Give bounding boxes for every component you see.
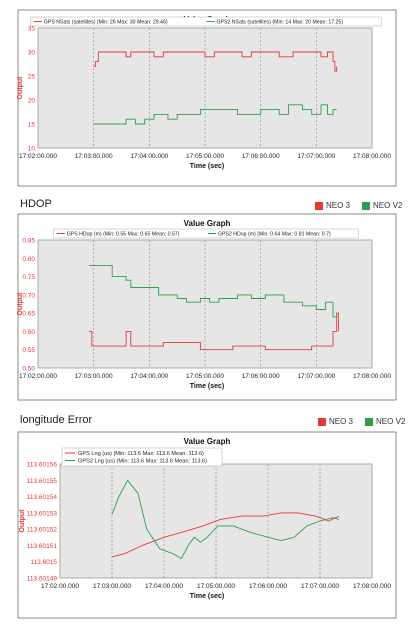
section-title-longitude: longitude Error (20, 414, 93, 426)
series-line (111, 512, 340, 558)
y-tick-label: 113.6015 (30, 559, 57, 566)
series-line (111, 479, 340, 560)
x-tick-label: 17:04:00.000 (130, 373, 168, 380)
legend-label-neov2: NEO V2 (376, 417, 406, 426)
legend-longitude: NEO 3 NEO V2 (318, 417, 405, 426)
series-line (93, 104, 337, 125)
chart-hdop: Value Graph 17:02:00.000 17:03:00.000 17:04… (17, 213, 397, 401)
y-tick-label: 0.65 (22, 311, 35, 318)
y-tick-label: 30 (28, 50, 36, 57)
legend-entry: GPS NSats (satellites) (Min: 26 Max: 30 … (44, 20, 168, 26)
section-hdop: Value Graph 17:02:00.000 17:03:00.000 17:04… (0, 210, 416, 402)
legend-entry: GPS2 HDop (m) (Min: 0.64 Max: 0.81 Mean:… (218, 232, 331, 238)
y-tick-label: 0.75 (22, 274, 35, 281)
legend-box (53, 228, 359, 239)
x-tick-label: 17:05:00.000 (186, 153, 224, 160)
y-tick-label: 0.50 (22, 366, 35, 373)
x-tick-label: 17:03:00.000 (75, 153, 113, 160)
x-tick-label: 17:06:00.000 (249, 583, 287, 590)
chart-title: Value Graph (184, 219, 231, 228)
y-tick-label: 15 (28, 122, 36, 129)
x-axis-label: Time (sec) (190, 163, 225, 170)
y-axis-label: Output (19, 509, 26, 533)
section-title-hdop: HDOP (20, 198, 52, 210)
chart-nsats: Value Graph17:02:00.00017:03:00.00017:04… (17, 9, 397, 187)
x-tick-label: 17:02:00.000 (19, 373, 57, 380)
y-tick-label: 113.60156 (27, 462, 58, 469)
chart-longitude: Value Graph 17:02:00.000 17:03:00.000 17:04… (17, 431, 397, 619)
y-tick-label: 0.60 (22, 329, 35, 336)
x-tick-label: 17:07:00.000 (301, 583, 339, 590)
legend-swatch-neo3 (315, 201, 323, 210)
x-tick-label: 17:07:00.000 (297, 373, 335, 380)
x-axis-label: Time (sec) (190, 593, 225, 600)
x-tick-label: 17:07:00.000 (297, 153, 335, 160)
x-axis-label: Time (sec) (190, 383, 225, 390)
series-line (93, 51, 338, 72)
x-tick-label: 17:06:00.000 (242, 373, 280, 380)
x-tick-label: 17:08:00.000 (353, 583, 391, 590)
legend-entry: GPS2 Lng (us) (Min: 113.6 Max: 113.6 Mea… (78, 459, 207, 465)
x-tick-label: 17:04:00.000 (145, 583, 183, 590)
y-tick-label: 113.60155 (27, 478, 58, 485)
y-tick-label: 10 (28, 146, 36, 153)
legend-label-neo3: NEO 3 (329, 417, 354, 426)
series-line (89, 312, 340, 351)
section-longitude: Value Graph 17:02:00.000 17:03:00.000 17:04… (0, 428, 416, 620)
legend-swatch-neov2 (362, 201, 371, 210)
legend-box (30, 16, 382, 27)
legend-entry: GPS2 NSats (satellites) (Min: 14 Max: 20… (216, 20, 343, 26)
y-tick-label: 0.85 (22, 238, 35, 245)
legend-label-neov2: NEO V2 (373, 201, 403, 210)
y-tick-label: 113.60152 (27, 527, 58, 534)
series-line (89, 265, 338, 318)
y-tick-label: 113.60154 (27, 494, 58, 501)
y-tick-label: 0.55 (22, 347, 35, 354)
x-tick-label: 17:02:00.000 (41, 583, 79, 590)
x-tick-label: 17:06:00.000 (242, 153, 280, 160)
y-tick-label: 113.60151 (27, 543, 58, 550)
chart-title: Value Graph (184, 437, 231, 446)
y-tick-label: 25 (28, 74, 36, 81)
legend-box (61, 447, 223, 467)
y-tick-label: 113.60153 (27, 510, 58, 517)
y-tick-label: 0.70 (22, 292, 35, 299)
x-tick-label: 17:08:00.000 (353, 373, 391, 380)
x-tick-label: 17:02:00.000 (19, 153, 57, 160)
y-axis-label: Output (17, 292, 24, 316)
x-tick-label: 17:05:00.000 (186, 373, 224, 380)
section-nsats: Value Graph17:02:00.00017:03:00.00017:04… (0, 0, 416, 190)
x-tick-label: 17:03:00.000 (93, 583, 131, 590)
x-tick-label: 17:05:00.000 (197, 583, 235, 590)
legend-swatch-neo3 (318, 417, 326, 426)
x-tick-label: 17:04:00.000 (130, 153, 168, 160)
legend-entry: GPS HDop (m) (Min: 0.55 Max: 0.65 Mean: … (67, 232, 180, 238)
legend-label-neo3: NEO 3 (326, 201, 351, 210)
legend-entry: GPS Lng (us) (Min: 113.6 Max: 113.6 Mean… (78, 451, 204, 457)
x-tick-label: 17:03:00.000 (75, 373, 113, 380)
legend-swatch-neov2 (365, 417, 374, 426)
y-tick-label: 35 (28, 26, 36, 33)
y-tick-label: 113.60149 (27, 576, 58, 583)
x-tick-label: 17:08:00.000 (353, 153, 391, 160)
y-tick-label: 0.80 (22, 256, 35, 263)
legend-hdop: NEO 3 NEO V2 (315, 201, 402, 210)
y-tick-label: 20 (28, 98, 36, 105)
y-axis-label: Output (17, 76, 24, 100)
